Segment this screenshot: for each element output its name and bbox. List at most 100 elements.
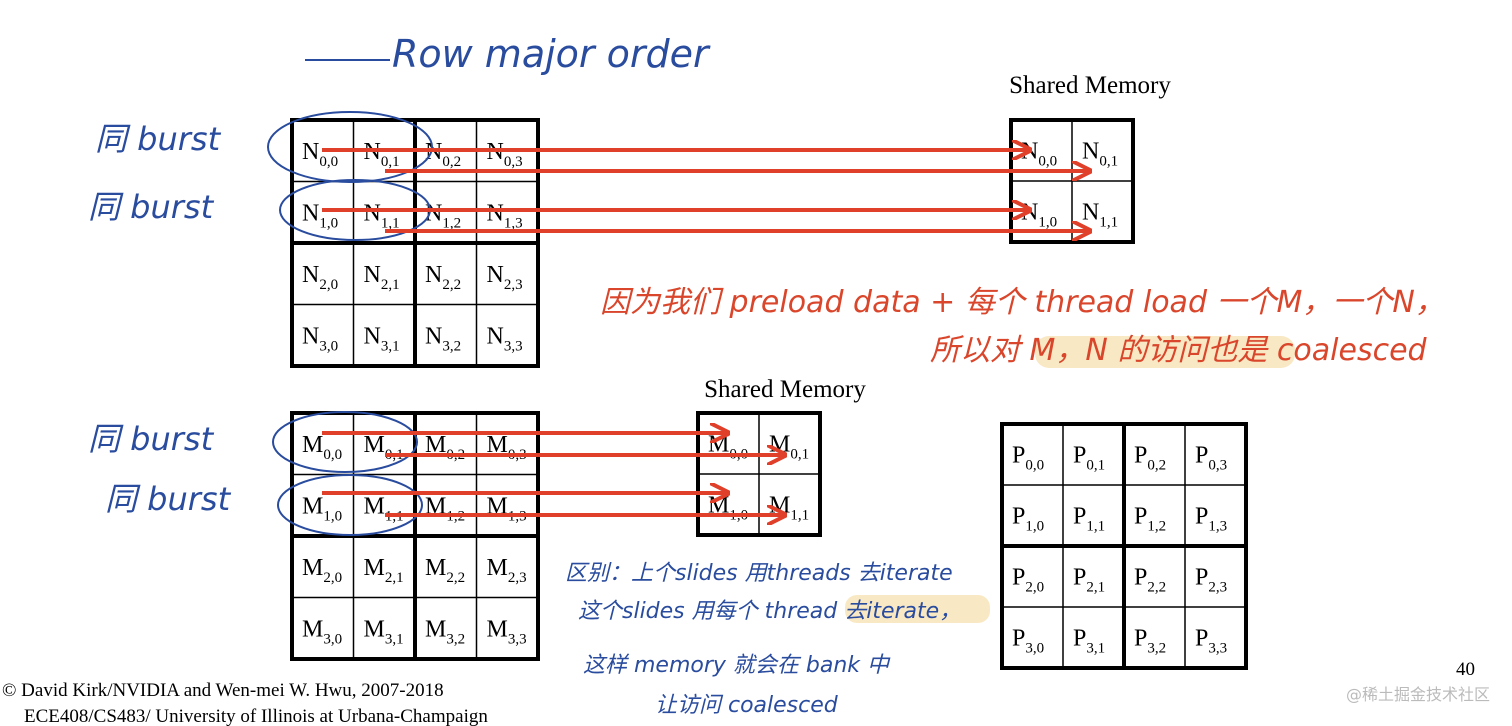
- cell-letter: N: [364, 200, 381, 226]
- cell-label: N2,3: [487, 262, 523, 293]
- cell-subscript: 3,3: [504, 338, 523, 354]
- cell-label: P3,2: [1134, 626, 1166, 657]
- matrix-border: [290, 118, 540, 368]
- cell-subscript: 0,1: [1086, 458, 1105, 474]
- highlight: [845, 595, 990, 623]
- cell-letter: P: [1012, 443, 1025, 469]
- cell-subscript: 2,0: [323, 570, 342, 586]
- matrix: N0,0N0,1N0,2N0,3N1,0N1,1N1,2N1,3N2,0N2,1…: [290, 118, 540, 368]
- cell-label: M2,3: [487, 555, 527, 586]
- shared-memory-title: Shared Memory: [1009, 72, 1171, 99]
- cell-label: P2,3: [1195, 565, 1227, 596]
- cell-label: P0,2: [1134, 443, 1166, 474]
- cell-subscript: 3,3: [1208, 641, 1227, 657]
- cell-letter: M: [425, 493, 446, 519]
- cell-label: P2,2: [1134, 565, 1166, 596]
- cell-subscript: 1,3: [1208, 519, 1227, 535]
- cell-label: N1,1: [364, 200, 400, 231]
- cell-label: N2,1: [364, 262, 400, 293]
- cell-label: M1,0: [302, 493, 342, 524]
- cell-label: N0,0: [302, 139, 338, 170]
- cell-subscript: 1,2: [1147, 519, 1166, 535]
- cell-letter: N: [364, 262, 381, 288]
- cell-subscript: 3,0: [1025, 641, 1044, 657]
- cell-letter: N: [1021, 200, 1038, 226]
- cell-subscript: 1,1: [1086, 519, 1105, 535]
- cell-letter: M: [302, 493, 323, 519]
- cell-subscript: 1,0: [323, 508, 342, 524]
- cell-label: N2,0: [302, 262, 338, 293]
- cell-letter: N: [302, 262, 319, 288]
- cell-subscript: 3,1: [385, 631, 404, 647]
- highlight: [1035, 336, 1295, 368]
- cell-label: N3,2: [425, 323, 461, 354]
- cell-letter: P: [1012, 626, 1025, 652]
- ellipse: [277, 474, 423, 536]
- cell-letter: P: [1134, 626, 1147, 652]
- cell-letter: M: [487, 432, 508, 458]
- cell-subscript: 1,1: [790, 508, 809, 524]
- cell-label: M3,1: [364, 616, 404, 647]
- cell-letter: N: [302, 200, 319, 226]
- cell-label: N0,1: [1082, 139, 1118, 170]
- cell-subscript: 0,3: [1208, 458, 1227, 474]
- cell-letter: N: [364, 323, 381, 349]
- cell-letter: N: [425, 262, 442, 288]
- cell-subscript: 3,0: [319, 338, 338, 354]
- cell-letter: M: [425, 432, 446, 458]
- cell-label: P2,0: [1012, 565, 1044, 596]
- cell-label: N1,3: [487, 200, 523, 231]
- matrix-border: [696, 411, 822, 537]
- cell-letter: P: [1134, 504, 1147, 530]
- cell-label: P3,3: [1195, 626, 1227, 657]
- matrix-border: [1000, 422, 1248, 670]
- cell-letter: M: [487, 616, 508, 642]
- cell-label: N3,1: [364, 323, 400, 354]
- cell-letter: P: [1073, 565, 1086, 591]
- cell-subscript: 0,1: [790, 447, 809, 463]
- cell-subscript: 0,2: [1147, 458, 1166, 474]
- page-number: 40: [1456, 659, 1475, 680]
- cell-letter: M: [487, 555, 508, 581]
- note-line: 因为我们 preload data + 每个 thread load 一个M，一…: [600, 285, 1445, 320]
- cell-letter: N: [487, 323, 504, 349]
- cell-subscript: 0,2: [442, 154, 461, 170]
- shared-memory-title: Shared Memory: [704, 376, 866, 403]
- cell-subscript: 1,1: [1099, 215, 1118, 231]
- cell-letter: M: [302, 432, 323, 458]
- cell-subscript: 2,3: [1208, 580, 1227, 596]
- cell-letter: P: [1134, 443, 1147, 469]
- cell-label: M3,2: [425, 616, 465, 647]
- cell-subscript: 2,1: [381, 277, 400, 293]
- cell-subscript: 0,0: [319, 154, 338, 170]
- note-line: 这个slides 用每个 thread 去iterate，: [578, 599, 961, 624]
- cell-subscript: 1,0: [1025, 519, 1044, 535]
- cell-label: P1,3: [1195, 504, 1227, 535]
- cell-subscript: 0,1: [1099, 154, 1118, 170]
- course: ECE408/CS483/ University of Illinois at …: [24, 706, 488, 726]
- cell-label: M0,0: [302, 432, 342, 463]
- note-line: 让访问 coalesced: [655, 693, 839, 718]
- cell-subscript: 2,3: [504, 277, 523, 293]
- cell-letter: N: [487, 200, 504, 226]
- cell-letter: P: [1012, 565, 1025, 591]
- matrix: P0,0 P0,1 P0,2 P0,3P1,0 P1,1 P1,2 P1,3P2,0 P2,1…: [1000, 422, 1248, 670]
- ellipse: [272, 411, 418, 473]
- note-line: 区别：上个slides 用threads 去iterate: [565, 561, 953, 586]
- cell-letter: P: [1195, 626, 1208, 652]
- cell-subscript: 0,3: [504, 154, 523, 170]
- cell-label: M2,2: [425, 555, 465, 586]
- cell-label: N3,0: [302, 323, 338, 354]
- cell-subscript: 2,3: [508, 570, 527, 586]
- cell-subscript: 2,0: [319, 277, 338, 293]
- cell-letter: M: [425, 555, 446, 581]
- cell-letter: M: [364, 555, 385, 581]
- matrix: N0,0N0,1N1,0N1,1: [1009, 118, 1135, 244]
- cell-label: N1,0: [302, 200, 338, 231]
- cell-label: P3,0: [1012, 626, 1044, 657]
- cell-label: M3,3: [487, 616, 527, 647]
- ellipse: [267, 111, 433, 183]
- cell-subscript: 3,2: [1147, 641, 1166, 657]
- cell-letter: P: [1012, 504, 1025, 530]
- matrix-border: [1009, 118, 1135, 244]
